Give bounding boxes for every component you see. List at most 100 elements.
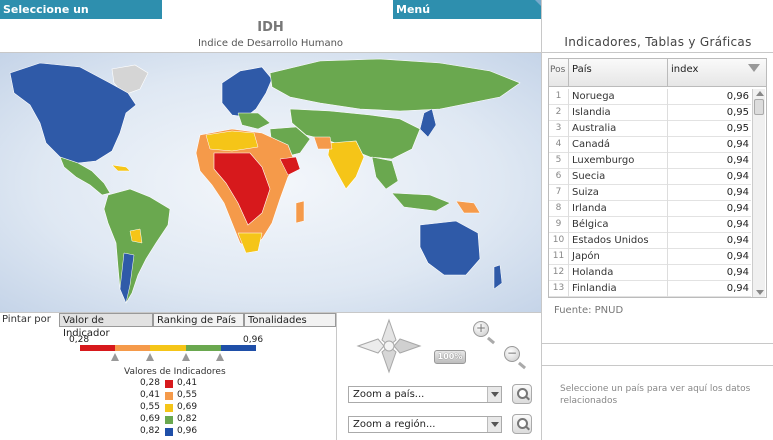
zoom-region-search-button[interactable] [512, 414, 532, 434]
map-bottom-divider [0, 312, 541, 313]
map-region-horn-of-africa[interactable] [279, 156, 301, 176]
legend-row: 0,82 0,96 [118, 426, 218, 438]
map-region-central-asia[interactable] [289, 108, 421, 160]
scale-slider-2[interactable] [146, 353, 154, 361]
table-row[interactable]: 1 Noruega 0,96 [549, 89, 751, 105]
controls-divider [336, 312, 337, 440]
row-country: Japón [569, 249, 668, 265]
map-region-madagascar[interactable] [295, 200, 305, 224]
zoom-region-select[interactable]: Zoom a región... [348, 416, 502, 433]
tab-indicator-value[interactable]: Valor de Indicador [59, 313, 153, 339]
legend-row: 0,28 0,41 [118, 378, 218, 390]
chevron-down-icon[interactable] [487, 387, 501, 402]
map-region-japan[interactable] [419, 108, 437, 138]
table-row[interactable]: 7 Suiza 0,94 [549, 185, 751, 201]
scale-segment [220, 345, 257, 351]
map-region-central-america[interactable] [59, 156, 111, 196]
table-row[interactable]: 4 Canadá 0,94 [549, 137, 751, 153]
paint-by-tabs: Pintar por Valor de Indicador Ranking de… [0, 313, 336, 339]
pan-arrows-icon[interactable] [356, 318, 422, 374]
map-region-north-africa[interactable] [205, 130, 259, 152]
table-row[interactable]: 10 Estados Unidos 0,94 [549, 233, 751, 249]
map-region-new-zealand[interactable] [493, 264, 503, 290]
table-row[interactable]: 6 Suecia 0,94 [549, 169, 751, 185]
row-country: Bélgica [569, 217, 668, 233]
map-region-sub-saharan-africa[interactable] [213, 152, 271, 226]
row-country: Luxemburgo [569, 153, 668, 169]
ranking-table[interactable]: Pos País index 1 Noruega 0,96 2 Islandia 0,95… [548, 58, 767, 298]
map-region-indonesia[interactable] [391, 192, 451, 212]
zoom-in-button[interactable]: + [473, 321, 489, 337]
scroll-thumb[interactable] [754, 99, 764, 115]
column-header-country[interactable]: País [569, 59, 668, 87]
chevron-down-icon[interactable] [487, 417, 501, 432]
world-map[interactable] [0, 53, 541, 312]
map-region-southern-africa[interactable] [237, 232, 263, 254]
map-region-russia[interactable] [269, 58, 521, 112]
map-region-argentina-chile[interactable] [119, 252, 135, 304]
tab-shades[interactable]: Tonalidades [244, 313, 336, 327]
row-index-value: 0,96 [726, 91, 749, 102]
menu-corner-icon [535, 0, 541, 6]
table-row[interactable]: 5 Luxemburgo 0,94 [549, 153, 751, 169]
table-row[interactable]: 9 Bélgica 0,94 [549, 217, 751, 233]
map-region-pakistan[interactable] [313, 136, 333, 150]
legend-swatch [165, 392, 173, 400]
tab-country-ranking[interactable]: Ranking de País [153, 313, 244, 327]
table-row[interactable]: 8 Irlanda 0,94 [549, 201, 751, 217]
row-index-value: 0,95 [726, 123, 749, 134]
map-region-europe[interactable] [221, 66, 273, 118]
scale-segment [115, 345, 151, 351]
sort-chevron-icon[interactable] [748, 64, 760, 72]
map-region-papua[interactable] [455, 200, 481, 214]
scale-slider-4[interactable] [216, 353, 224, 361]
zoom-out-button[interactable]: − [504, 346, 520, 362]
row-country: Suiza [569, 185, 668, 201]
country-info-hint: Seleccione un país para ver aquí los dat… [560, 384, 751, 406]
map-region-north-america[interactable] [9, 62, 137, 164]
zoom-reset-button[interactable]: 100% [434, 350, 466, 364]
map-region-caribbean[interactable] [111, 164, 131, 172]
legend-from: 0,41 [139, 390, 160, 400]
scale-slider-3[interactable] [182, 353, 190, 361]
map-region-indochina[interactable] [371, 156, 399, 190]
pan-center-icon[interactable] [383, 340, 395, 352]
column-header-pos[interactable]: Pos [549, 59, 569, 87]
scroll-up-icon[interactable] [756, 91, 764, 96]
table-row[interactable]: 2 Islandia 0,95 [549, 105, 751, 121]
table-row[interactable]: 12 Holanda 0,94 [549, 265, 751, 281]
row-country: Holanda [569, 265, 668, 281]
map-region-india[interactable] [327, 140, 365, 190]
panel-top-divider [542, 52, 773, 53]
row-index-value: 0,94 [726, 187, 749, 198]
world-map-svg[interactable] [0, 53, 541, 312]
zoom-in-handle-icon [486, 336, 496, 345]
legend-to: 0,82 [177, 414, 198, 424]
zoom-out-handle-icon [517, 361, 527, 370]
map-region-bolivia[interactable] [129, 228, 143, 244]
scroll-down-icon[interactable] [756, 290, 764, 295]
map-region-eastern-europe[interactable] [237, 112, 271, 130]
menu-button[interactable]: Menú [393, 0, 541, 19]
indicator-selector-button[interactable]: Seleccione un Indicador... [0, 0, 158, 35]
zoom-country-search-button[interactable] [512, 384, 532, 404]
map-region-south-america[interactable] [103, 188, 171, 304]
map-pan-control[interactable] [356, 318, 422, 374]
table-row[interactable]: 3 Australia 0,95 [549, 121, 751, 137]
table-row[interactable]: 11 Japón 0,94 [549, 249, 751, 265]
map-region-australia[interactable] [419, 220, 481, 276]
legend-swatch [165, 416, 173, 424]
row-position: 10 [549, 233, 569, 249]
scale-slider-1[interactable] [111, 353, 119, 361]
indicator-selector-edge [158, 0, 162, 19]
table-row[interactable]: 13 Finlandia 0,94 [549, 281, 751, 297]
zoom-country-select[interactable]: Zoom a país... [348, 386, 502, 403]
table-scrollbar[interactable] [752, 89, 765, 297]
column-header-index[interactable]: index [668, 59, 766, 87]
legend-swatch [165, 404, 173, 412]
row-position: 5 [549, 153, 569, 169]
pan-right-icon[interactable] [393, 338, 422, 354]
row-index-value: 0,94 [726, 171, 749, 182]
map-region-greenland[interactable] [111, 64, 149, 96]
pan-left-icon[interactable] [356, 338, 385, 354]
